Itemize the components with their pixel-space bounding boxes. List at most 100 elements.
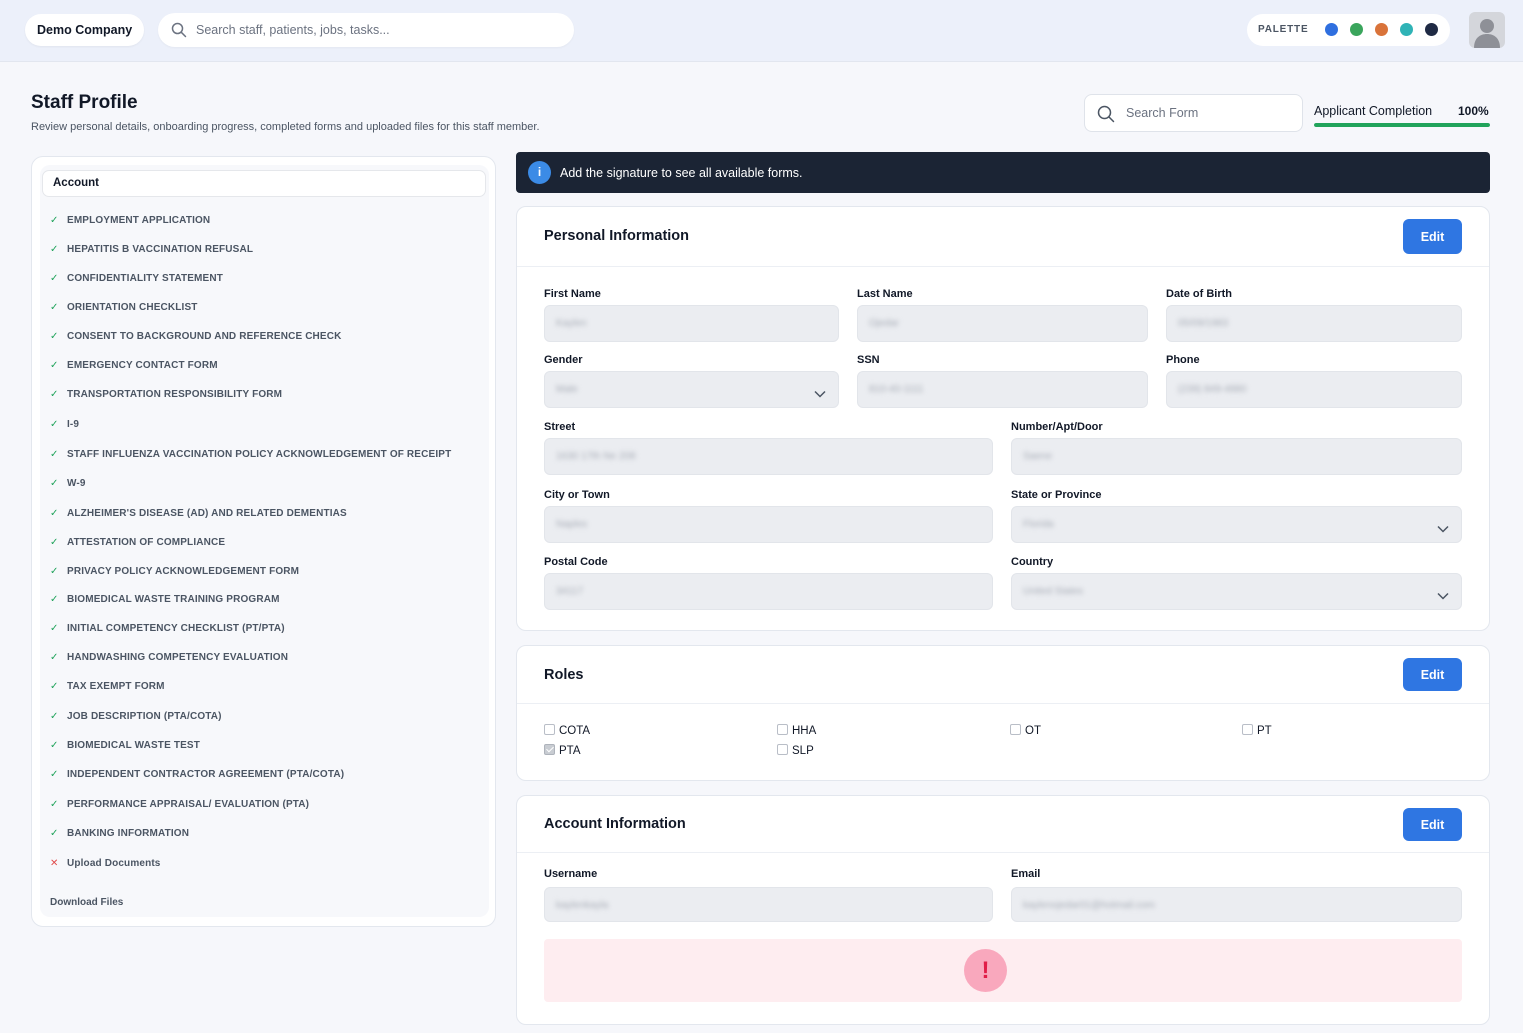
form-list-item[interactable]: ✓ INITIAL COMPETENCY CHECKLIST (PT/PTA): [50, 623, 285, 634]
form-list-item[interactable]: ✓ HEPATITIS B VACCINATION REFUSAL: [50, 244, 253, 255]
palette-color-navy[interactable]: [1425, 23, 1438, 36]
check-icon: ✓: [50, 828, 59, 839]
page-subtitle: Review personal details, onboarding prog…: [31, 121, 540, 133]
last-name-field[interactable]: Ojedar: [857, 305, 1148, 342]
form-list-item[interactable]: ✓ STAFF INFLUENZA VACCINATION POLICY ACKN…: [50, 449, 451, 460]
palette-color-green[interactable]: [1350, 23, 1363, 36]
completion-label: Applicant Completion: [1314, 104, 1433, 118]
form-list-item-label: I-9: [67, 419, 80, 430]
palette-color-teal[interactable]: [1400, 23, 1413, 36]
form-list-item[interactable]: ✓ EMPLOYMENT APPLICATION: [50, 215, 210, 226]
checkbox-icon[interactable]: [777, 744, 788, 755]
gender-select[interactable]: Male: [544, 371, 839, 408]
form-list-item[interactable]: ✓ ORIENTATION CHECKLIST: [50, 302, 198, 313]
search-icon: [1097, 105, 1115, 128]
form-list-item[interactable]: ✓ BIOMEDICAL WASTE TRAINING PROGRAM: [50, 594, 280, 605]
country-select[interactable]: United States: [1011, 573, 1462, 610]
username-label: Username: [544, 868, 598, 880]
check-icon: ✓: [50, 419, 59, 430]
edit-roles-button[interactable]: Edit: [1403, 658, 1462, 691]
state-label: State or Province: [1011, 489, 1102, 501]
form-list-item[interactable]: ✓ ALZHEIMER'S DISEASE (AD) AND RELATED DE…: [50, 508, 347, 519]
dob-field[interactable]: 05/09/1983: [1166, 305, 1462, 342]
form-list-item-label: EMERGENCY CONTACT FORM: [67, 360, 218, 371]
user-avatar[interactable]: [1469, 12, 1505, 48]
checkbox-icon[interactable]: [777, 724, 788, 735]
form-list-item[interactable]: ✕ Upload Documents: [50, 858, 161, 869]
form-list-item-label: TAX EXEMPT FORM: [67, 681, 165, 692]
role-checkbox-pta[interactable]: PTA: [544, 744, 581, 757]
form-list-item-label: EMPLOYMENT APPLICATION: [67, 215, 211, 226]
form-search[interactable]: [1084, 94, 1303, 132]
edit-account-button[interactable]: Edit: [1403, 808, 1462, 841]
card-header: Personal Information Edit: [517, 207, 1489, 267]
form-list-item-label: HANDWASHING COMPETENCY EVALUATION: [67, 652, 289, 663]
form-list-item[interactable]: ✓ BIOMEDICAL WASTE TEST: [50, 740, 200, 751]
chevron-down-icon: [1437, 587, 1449, 605]
phone-label: Phone: [1166, 354, 1200, 366]
sidebar-account-header[interactable]: Account: [42, 170, 486, 197]
card-title: Account Information: [544, 816, 686, 832]
ssn-field[interactable]: 810-40-1111: [857, 371, 1148, 408]
form-list-item[interactable]: ✓ JOB DESCRIPTION (PTA/COTA): [50, 711, 222, 722]
info-icon: i: [528, 161, 551, 184]
form-list-item[interactable]: ✓ TRANSPORTATION RESPONSIBILITY FORM: [50, 389, 282, 400]
form-list-item[interactable]: ✓ BANKING INFORMATION: [50, 828, 189, 839]
postal-field[interactable]: 34117: [544, 573, 993, 610]
form-list-item[interactable]: ✓ TAX EXEMPT FORM: [50, 681, 165, 692]
company-switcher[interactable]: Demo Company: [25, 14, 145, 46]
role-checkbox-cota[interactable]: COTA: [544, 724, 590, 737]
checkbox-icon[interactable]: [1242, 724, 1253, 735]
role-label: OT: [1025, 725, 1041, 737]
form-list-item[interactable]: ✓ CONSENT TO BACKGROUND AND REFERENCE CHE…: [50, 331, 342, 342]
role-label: COTA: [559, 725, 591, 737]
state-select[interactable]: Florida: [1011, 506, 1462, 543]
check-icon: ✓: [50, 623, 59, 634]
edit-personal-button[interactable]: Edit: [1403, 219, 1462, 254]
palette-color-blue[interactable]: [1325, 23, 1338, 36]
role-checkbox-hha[interactable]: HHA: [777, 724, 816, 737]
form-list-item[interactable]: ✓ INDEPENDENT CONTRACTOR AGREEMENT (PTA/C…: [50, 769, 344, 780]
form-list-item[interactable]: ✓ EMERGENCY CONTACT FORM: [50, 360, 218, 371]
country-label: Country: [1011, 556, 1054, 568]
form-list-item-label: BIOMEDICAL WASTE TRAINING PROGRAM: [67, 594, 280, 605]
checkbox-icon[interactable]: [1010, 724, 1021, 735]
form-search-input[interactable]: [1126, 95, 1296, 131]
completion-progress-bar: [1314, 123, 1490, 127]
check-icon: ✓: [50, 594, 59, 605]
form-list-item[interactable]: ✓ I-9: [50, 419, 79, 430]
apt-field[interactable]: Saene: [1011, 438, 1462, 475]
account-information-card: Account Information Edit Username kaylen…: [516, 795, 1490, 1025]
form-list-item[interactable]: ✓ PRIVACY POLICY ACKNOWLEDGEMENT FORM: [50, 566, 299, 577]
role-checkbox-slp[interactable]: SLP: [777, 744, 814, 757]
first-name-field[interactable]: Kaylen: [544, 305, 839, 342]
palette-color-orange[interactable]: [1375, 23, 1388, 36]
global-search[interactable]: [158, 13, 574, 47]
download-files-link[interactable]: Download Files: [50, 897, 124, 908]
email-field[interactable]: kaylenojedar01@hotmail.com: [1011, 887, 1462, 922]
city-label: City or Town: [544, 489, 610, 501]
signature-notice: i Add the signature to see all available…: [516, 152, 1490, 193]
global-search-input[interactable]: [196, 13, 556, 47]
form-list-item[interactable]: ✓ HANDWASHING COMPETENCY EVALUATION: [50, 652, 288, 663]
checkbox-icon[interactable]: [544, 724, 555, 735]
role-checkbox-ot[interactable]: OT: [1010, 724, 1041, 737]
check-icon: ✓: [50, 273, 59, 284]
check-icon: ✓: [50, 360, 59, 371]
check-icon: ✓: [50, 508, 59, 519]
role-checkbox-pt[interactable]: PT: [1242, 724, 1272, 737]
street-field[interactable]: 1630 17th Ne 208: [544, 438, 993, 475]
role-label: PT: [1257, 725, 1272, 737]
card-header: Roles Edit: [517, 646, 1489, 704]
username-field[interactable]: kaylenkayla: [544, 887, 993, 922]
checkbox-icon[interactable]: [544, 744, 555, 755]
city-field[interactable]: Naples: [544, 506, 993, 543]
form-list-item[interactable]: ✓ W-9: [50, 478, 86, 489]
form-list-item[interactable]: ✓ CONFIDENTIALITY STATEMENT: [50, 273, 223, 284]
personal-information-card: Personal Information Edit First Name Kay…: [516, 206, 1490, 631]
first-name-label: First Name: [544, 288, 601, 300]
check-icon: ✓: [50, 652, 59, 663]
phone-field[interactable]: (239) 849-4880: [1166, 371, 1462, 408]
form-list-item[interactable]: ✓ PERFORMANCE APPRAISAL/ EVALUATION (PTA): [50, 799, 309, 810]
form-list-item[interactable]: ✓ ATTESTATION OF COMPLIANCE: [50, 537, 225, 548]
